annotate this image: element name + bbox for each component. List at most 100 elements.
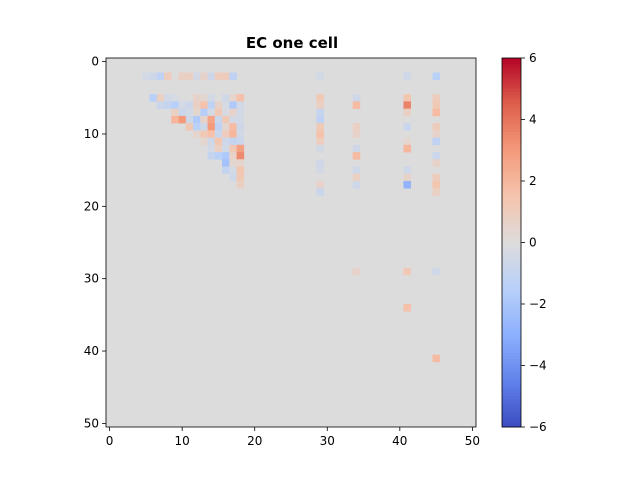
heatmap-cell — [193, 123, 201, 131]
heatmap-cell — [222, 137, 230, 146]
colorbar-segment — [502, 310, 521, 314]
heatmap-cell — [352, 267, 361, 276]
heatmap-cell — [316, 115, 324, 124]
colorbar-segment — [502, 199, 521, 203]
colorbar-tick-label: −4 — [529, 359, 547, 373]
colorbar-tick-label: 2 — [529, 174, 537, 188]
heatmap-cell — [142, 72, 150, 81]
heatmap-cell — [352, 130, 361, 138]
heatmap-cell — [207, 72, 216, 81]
colorbar-segment — [502, 304, 521, 308]
colorbar-segment — [502, 273, 521, 277]
colorbar-segment — [502, 242, 521, 246]
heatmap-cell — [236, 123, 245, 131]
heatmap-cell — [432, 137, 441, 146]
heatmap-cell — [222, 72, 230, 81]
heatmap-cell — [229, 101, 237, 109]
heatmap-cell — [214, 108, 223, 117]
colorbar-segment — [502, 205, 521, 210]
colorbar-segment — [502, 208, 521, 213]
heatmap-cell — [200, 94, 208, 102]
heatmap-cell — [214, 101, 223, 109]
colorbar-segment — [502, 257, 521, 262]
colorbar-segment — [502, 113, 521, 117]
heatmap-cell — [403, 144, 411, 153]
y-tick-label: 0 — [91, 55, 99, 69]
heatmap-cell — [222, 166, 230, 175]
colorbar-segment — [502, 334, 521, 339]
colorbar-segment — [502, 134, 521, 139]
colorbar-segment — [502, 184, 521, 188]
heatmap-cell — [432, 123, 441, 131]
colorbar-segment — [502, 260, 521, 265]
colorbar-segment — [502, 230, 521, 234]
heatmap-cell — [178, 101, 187, 109]
colorbar-tick-label: −6 — [529, 420, 547, 434]
heatmap-cell — [229, 115, 237, 124]
plot-frame — [105, 57, 477, 428]
colorbar-segment — [502, 104, 521, 108]
colorbar-segment — [502, 88, 521, 93]
colorbar-segment — [502, 405, 521, 409]
heatmap-cell — [432, 173, 441, 182]
colorbar-segment — [502, 101, 521, 105]
heatmap-cell — [316, 123, 324, 131]
colorbar-segment — [502, 390, 521, 394]
heatmap-cell — [207, 94, 216, 102]
colorbar-segment — [502, 402, 521, 406]
colorbar-segment — [502, 254, 521, 259]
colorbar-segment — [502, 97, 521, 102]
heatmap-cell — [352, 181, 361, 189]
colorbar-segment — [502, 187, 521, 191]
heatmap-cell — [316, 101, 324, 109]
colorbar-segment — [502, 374, 521, 379]
heatmap-cell — [193, 72, 201, 81]
heatmap-cell — [316, 72, 324, 81]
heatmap-cell — [156, 72, 165, 81]
heatmap-cell — [207, 152, 216, 160]
heatmap-cell — [164, 101, 172, 109]
heatmap-cell — [222, 101, 230, 109]
heatmap-cell — [432, 354, 441, 363]
colorbar-segment — [502, 371, 521, 376]
colorbar-segment — [502, 307, 521, 311]
heatmap-cell — [316, 159, 324, 167]
heatmap-cell — [229, 144, 237, 153]
heatmap-cell — [207, 144, 216, 153]
heatmap-cell — [316, 108, 324, 117]
heatmap-cell — [236, 108, 245, 117]
colorbar-segment — [502, 239, 521, 243]
x-tick-label: 30 — [320, 434, 335, 448]
colorbar-segment — [502, 227, 521, 231]
heatmap-cell — [229, 166, 237, 175]
colorbar-segment — [502, 417, 521, 422]
heatmap-cell — [229, 108, 237, 117]
heatmap-cell — [352, 123, 361, 131]
x-tick-label: 0 — [106, 434, 114, 448]
colorbar-segment — [502, 196, 521, 200]
heatmap-cell — [214, 130, 223, 138]
heatmap-cell — [207, 130, 216, 138]
heatmap-cell — [207, 115, 216, 124]
heatmap-cell — [352, 152, 361, 160]
colorbar-segment — [502, 279, 521, 283]
colorbar-segment — [502, 350, 521, 354]
heatmap-cell — [200, 130, 208, 138]
colorbar-segment — [502, 365, 521, 369]
colorbar-segment — [502, 285, 521, 290]
colorbar-segment — [502, 387, 521, 391]
colorbar-segment — [502, 319, 521, 323]
colorbar-segment — [502, 224, 521, 228]
heatmap-cell — [229, 123, 237, 131]
heatmap-cell — [178, 72, 187, 81]
heatmap-cell — [222, 152, 230, 160]
y-tick-label: 40 — [84, 344, 99, 358]
heatmap-cell — [214, 72, 223, 81]
heatmap-cell — [185, 101, 194, 109]
colorbar-segment — [502, 190, 521, 194]
colorbar-segment — [502, 122, 521, 127]
y-tick-label: 50 — [84, 416, 99, 430]
y-axis: 0 10 20 30 40 50 — [84, 55, 106, 430]
colorbar-segment — [502, 380, 521, 385]
colorbar-tick-label: −2 — [529, 297, 547, 311]
